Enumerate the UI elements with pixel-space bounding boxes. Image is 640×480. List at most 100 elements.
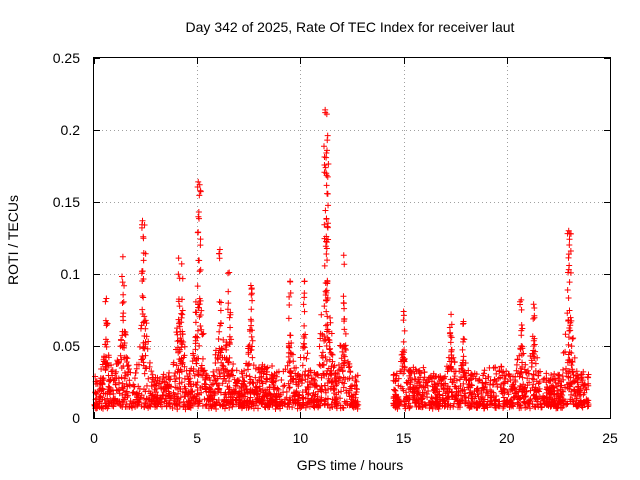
data-point	[546, 385, 553, 392]
data-point	[248, 333, 255, 340]
data-point	[323, 308, 330, 315]
data-point	[247, 347, 254, 354]
data-point	[140, 344, 147, 351]
data-point	[118, 356, 125, 363]
data-point	[323, 250, 330, 257]
data-point	[223, 394, 230, 401]
data-point	[121, 383, 128, 390]
data-point	[508, 385, 515, 392]
data-point	[392, 394, 399, 401]
data-point	[568, 391, 575, 398]
data-point	[567, 374, 574, 381]
data-point	[126, 377, 133, 384]
data-point	[581, 399, 588, 406]
data-point	[491, 376, 498, 383]
data-point	[335, 362, 342, 369]
data-point	[338, 388, 345, 395]
data-point	[172, 384, 179, 391]
data-point	[188, 397, 195, 404]
data-point	[323, 328, 330, 335]
data-point	[118, 337, 125, 344]
data-point	[152, 400, 159, 407]
data-point	[177, 366, 184, 373]
data-point	[536, 385, 543, 392]
data-point	[285, 344, 292, 351]
data-point	[146, 363, 153, 370]
data-point	[446, 324, 453, 331]
data-point	[179, 275, 186, 282]
data-point	[312, 377, 319, 384]
data-point	[102, 367, 109, 374]
data-point	[269, 372, 276, 379]
data-point	[328, 351, 335, 358]
data-point	[259, 365, 266, 372]
data-point	[142, 317, 149, 324]
data-point	[104, 321, 111, 328]
data-point	[159, 392, 166, 399]
data-point	[211, 373, 218, 380]
data-point	[496, 368, 503, 375]
data-point	[138, 224, 145, 231]
data-point	[175, 298, 182, 305]
data-point	[138, 403, 145, 410]
data-point	[316, 343, 323, 350]
data-point	[533, 396, 540, 403]
data-point	[564, 286, 571, 293]
data-point	[292, 389, 299, 396]
data-point	[232, 382, 239, 389]
data-point	[449, 379, 456, 386]
data-point	[162, 395, 169, 402]
data-point	[531, 314, 538, 321]
x-axis-title: GPS time / hours	[297, 457, 404, 473]
data-point	[431, 386, 438, 393]
data-point	[522, 384, 529, 391]
data-point	[177, 394, 184, 401]
data-point	[299, 394, 306, 401]
data-point	[513, 367, 520, 374]
data-point	[400, 387, 407, 394]
data-point	[201, 396, 208, 403]
data-point	[118, 374, 125, 381]
data-point	[192, 319, 199, 326]
data-point	[298, 376, 305, 383]
data-point	[249, 354, 256, 361]
data-point	[519, 363, 526, 370]
data-point	[557, 390, 564, 397]
data-point	[142, 325, 149, 332]
data-point	[321, 143, 328, 150]
data-point	[528, 357, 535, 364]
data-point	[530, 315, 537, 322]
data-point	[324, 147, 331, 154]
data-point	[179, 361, 186, 368]
data-point	[340, 352, 347, 359]
peak-point	[247, 282, 254, 289]
data-point	[226, 384, 233, 391]
data-point	[349, 401, 356, 408]
data-point	[569, 359, 576, 366]
data-point	[329, 351, 336, 358]
data-point	[299, 362, 306, 369]
peak-point	[196, 181, 203, 188]
data-point	[191, 372, 198, 379]
data-point	[565, 294, 572, 301]
data-point	[216, 370, 223, 377]
data-point	[540, 376, 547, 383]
data-point	[513, 361, 520, 368]
data-point	[234, 378, 241, 385]
data-point	[301, 308, 308, 315]
data-point	[246, 342, 253, 349]
data-point	[266, 401, 273, 408]
data-point	[492, 365, 499, 372]
data-point	[495, 402, 502, 409]
data-point	[226, 373, 233, 380]
data-point	[165, 388, 172, 395]
data-point	[231, 390, 238, 397]
data-point	[579, 404, 586, 411]
data-point	[194, 334, 201, 341]
data-point	[452, 395, 459, 402]
data-point	[533, 388, 540, 395]
data-point	[142, 339, 149, 346]
data-point	[529, 333, 536, 340]
data-point	[148, 379, 155, 386]
data-point	[421, 401, 428, 408]
